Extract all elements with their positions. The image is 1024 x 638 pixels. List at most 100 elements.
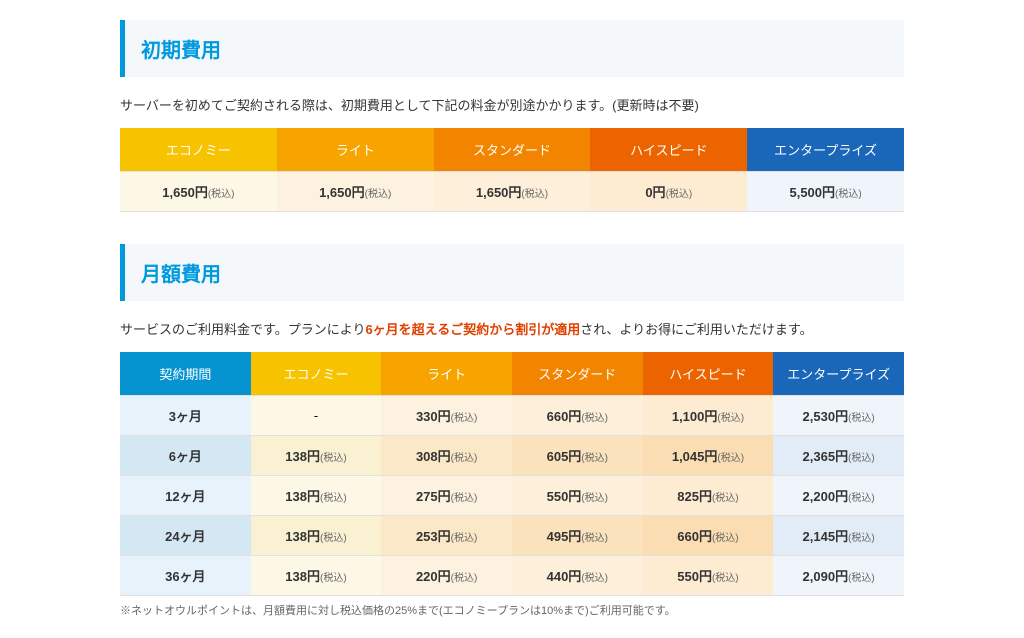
tax-label: (税込) [717, 453, 744, 464]
tax-label: (税込) [581, 413, 608, 424]
tax-label: (税込) [835, 189, 862, 200]
tax-label: (税込) [208, 189, 235, 200]
plan-header-standard: スタンダード [434, 128, 591, 172]
plan-header-economy: エコノミー [120, 128, 277, 172]
initial-cost-description: サーバーを初めてご契約される際は、初期費用として下記の料金が別途かかります。(更… [120, 95, 904, 114]
monthly-cost-heading-wrap: 月額費用 [120, 244, 904, 301]
price-cell: 138円(税込) [251, 516, 382, 556]
monthly-desc-pre: サービスのご利用料金です。プランにより [120, 322, 365, 337]
plan-header-lite: ライト [277, 128, 434, 172]
price-value: 275円 [416, 489, 451, 504]
price-value: 660円 [677, 529, 712, 544]
initial-cost-table: エコノミー ライト スタンダード ハイスピード エンタープライズ 1,650円(… [120, 128, 904, 212]
price-value: 308円 [416, 449, 451, 464]
period-cell: 24ヶ月 [120, 516, 251, 556]
plan-header-economy: エコノミー [251, 352, 382, 396]
price-cell: 605円(税込) [512, 436, 643, 476]
tax-label: (税込) [848, 493, 875, 504]
price-value: 550円 [677, 569, 712, 584]
monthly-footnote: ※ネットオウルポイントは、月額費用に対し税込価格の25%まで(エコノミープランは… [120, 602, 904, 618]
price-value: 1,650円 [162, 185, 208, 200]
tax-label: (税込) [712, 533, 739, 544]
price-value: 138円 [285, 489, 320, 504]
price-value: 2,200円 [803, 489, 849, 504]
initial-cost-price-row: 1,650円(税込) 1,650円(税込) 1,650円(税込) 0円(税込) … [120, 172, 904, 212]
price-cell: 330円(税込) [381, 396, 512, 436]
plan-header-standard: スタンダード [512, 352, 643, 396]
tax-label: (税込) [365, 189, 392, 200]
price-cell: 275円(税込) [381, 476, 512, 516]
initial-cost-heading-wrap: 初期費用 [120, 20, 904, 77]
initial-price-enterprise: 5,500円(税込) [747, 172, 904, 212]
price-cell: 660円(税込) [643, 516, 774, 556]
monthly-desc-highlight: 6ヶ月を超えるご契約から割引が適用 [365, 322, 580, 337]
period-cell: 3ヶ月 [120, 396, 251, 436]
tax-label: (税込) [451, 533, 478, 544]
tax-label: (税込) [666, 189, 693, 200]
price-value: 1,045円 [672, 449, 718, 464]
price-value: 440円 [547, 569, 582, 584]
price-value: 220円 [416, 569, 451, 584]
price-value: 5,500円 [789, 185, 835, 200]
price-value: 825円 [677, 489, 712, 504]
price-cell: 2,365円(税込) [773, 436, 904, 476]
price-value: 660円 [547, 409, 582, 424]
plan-header-highspeed: ハイスピード [643, 352, 774, 396]
tax-label: (税込) [848, 413, 875, 424]
plan-header-enterprise: エンタープライズ [773, 352, 904, 396]
price-value: 1,650円 [319, 185, 365, 200]
price-cell: 138円(税込) [251, 476, 382, 516]
table-row: 6ヶ月138円(税込)308円(税込)605円(税込)1,045円(税込)2,3… [120, 436, 904, 476]
price-value: 138円 [285, 449, 320, 464]
price-value: 550円 [547, 489, 582, 504]
monthly-cost-table: 契約期間 エコノミー ライト スタンダード ハイスピード エンタープライズ 3ヶ… [120, 352, 904, 596]
initial-price-standard: 1,650円(税込) [434, 172, 591, 212]
price-value: 2,530円 [803, 409, 849, 424]
price-value: 138円 [285, 569, 320, 584]
monthly-cost-header-row: 契約期間 エコノミー ライト スタンダード ハイスピード エンタープライズ [120, 352, 904, 396]
price-cell: 308円(税込) [381, 436, 512, 476]
price-value: 605円 [547, 449, 582, 464]
initial-price-lite: 1,650円(税込) [277, 172, 434, 212]
tax-label: (税込) [320, 453, 347, 464]
price-cell: 2,200円(税込) [773, 476, 904, 516]
initial-cost-heading: 初期費用 [141, 34, 888, 63]
price-value: 2,145円 [803, 529, 849, 544]
table-row: 12ヶ月138円(税込)275円(税込)550円(税込)825円(税込)2,20… [120, 476, 904, 516]
price-cell: 825円(税込) [643, 476, 774, 516]
initial-cost-header-row: エコノミー ライト スタンダード ハイスピード エンタープライズ [120, 128, 904, 172]
tax-label: (税込) [521, 189, 548, 200]
tax-label: (税込) [320, 533, 347, 544]
monthly-desc-post: され、よりお得にご利用いただけます。 [580, 322, 812, 337]
initial-price-economy: 1,650円(税込) [120, 172, 277, 212]
price-value: 0円 [645, 185, 665, 200]
table-row: 3ヶ月-330円(税込)660円(税込)1,100円(税込)2,530円(税込) [120, 396, 904, 436]
plan-header-enterprise: エンタープライズ [747, 128, 904, 172]
price-value: 1,100円 [672, 409, 718, 424]
price-cell: - [251, 396, 382, 436]
tax-label: (税込) [712, 493, 739, 504]
tax-label: (税込) [320, 573, 347, 584]
price-cell: 138円(税込) [251, 436, 382, 476]
period-header: 契約期間 [120, 352, 251, 396]
period-cell: 12ヶ月 [120, 476, 251, 516]
table-row: 24ヶ月138円(税込)253円(税込)495円(税込)660円(税込)2,14… [120, 516, 904, 556]
plan-header-highspeed: ハイスピード [590, 128, 747, 172]
price-value: 1,650円 [476, 185, 522, 200]
price-cell: 660円(税込) [512, 396, 643, 436]
price-cell: 2,530円(税込) [773, 396, 904, 436]
tax-label: (税込) [451, 413, 478, 424]
tax-label: (税込) [581, 533, 608, 544]
monthly-cost-description: サービスのご利用料金です。プランにより6ヶ月を超えるご契約から割引が適用され、よ… [120, 319, 904, 338]
tax-label: (税込) [581, 573, 608, 584]
price-cell: 495円(税込) [512, 516, 643, 556]
period-cell: 6ヶ月 [120, 436, 251, 476]
monthly-cost-heading: 月額費用 [141, 258, 888, 287]
tax-label: (税込) [717, 413, 744, 424]
plan-header-lite: ライト [381, 352, 512, 396]
price-value: 2,365円 [803, 449, 849, 464]
price-cell: 253円(税込) [381, 516, 512, 556]
tax-label: (税込) [848, 573, 875, 584]
tax-label: (税込) [320, 493, 347, 504]
price-cell: 1,100円(税込) [643, 396, 774, 436]
